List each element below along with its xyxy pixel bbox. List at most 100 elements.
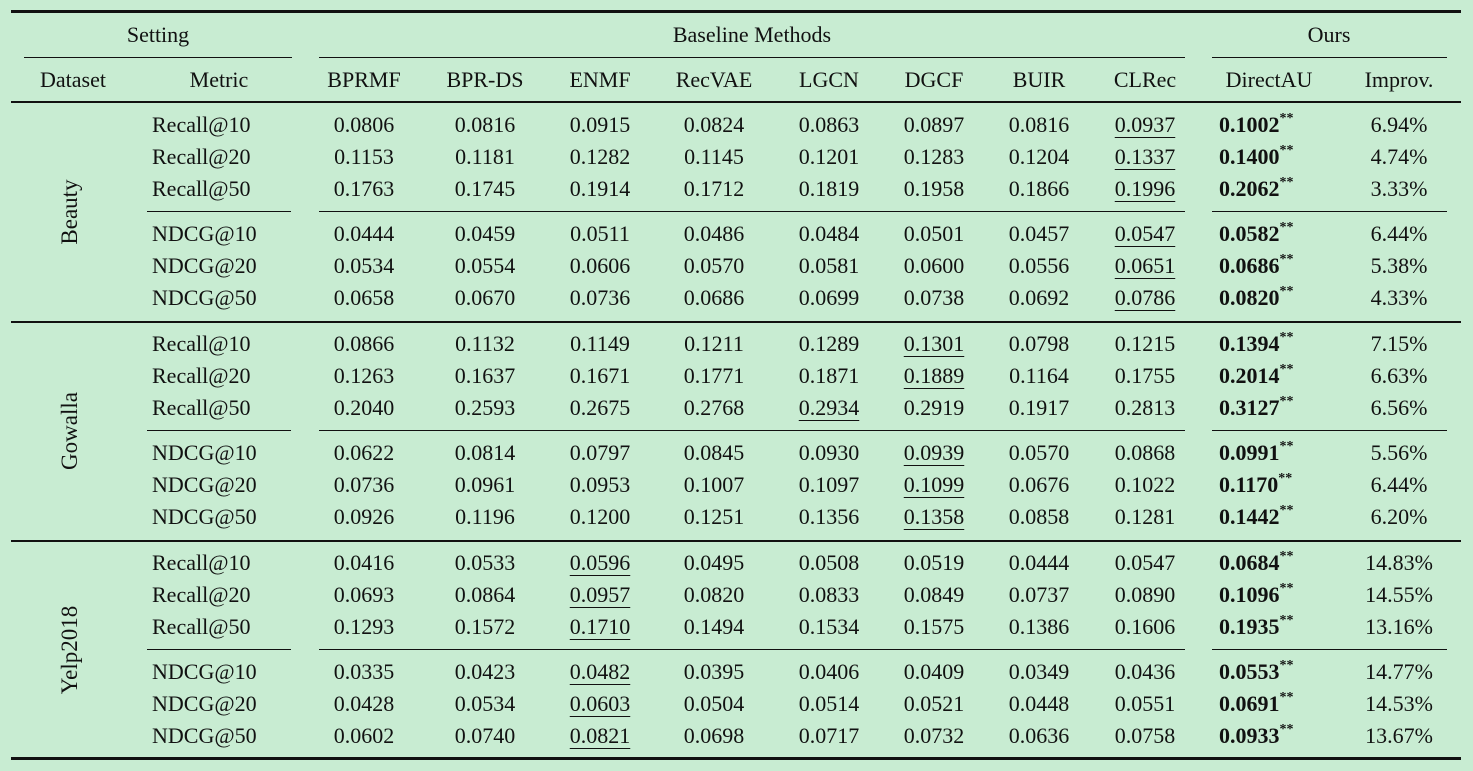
value-clrec: 0.1337 xyxy=(1114,144,1176,169)
metric-label: NDCG@50 xyxy=(152,285,257,310)
value-recvae: 0.1251 xyxy=(683,504,745,529)
value-enmf: 0.0482 xyxy=(569,659,631,684)
value-enmf: 0.1149 xyxy=(570,331,630,356)
metric-label: Recall@10 xyxy=(152,112,251,137)
directau-score: 0.3127 xyxy=(1219,395,1280,420)
value-buir: 0.0676 xyxy=(1008,472,1070,497)
col-metric-header: Metric xyxy=(189,67,249,92)
dataset-separator xyxy=(11,321,1461,323)
metric-label: NDCG@10 xyxy=(152,221,257,246)
metric-label: Recall@50 xyxy=(152,614,251,639)
metric-block-divider xyxy=(319,649,1185,650)
dataset-label: Gowalla xyxy=(57,391,82,470)
value-improvement: 5.38% xyxy=(1370,253,1428,278)
significance-mark: ** xyxy=(1279,329,1294,345)
metric-block-divider xyxy=(147,430,291,431)
value-buir: 0.0349 xyxy=(1008,659,1070,684)
significance-mark: ** xyxy=(1279,361,1294,377)
value-directau: 0.0820** xyxy=(1219,284,1294,311)
metric-label: NDCG@50 xyxy=(152,504,257,529)
directau-score: 0.1096 xyxy=(1219,582,1280,607)
value-dgcf: 0.0738 xyxy=(903,285,965,310)
col-header-directau: DirectAU xyxy=(1225,67,1313,92)
value-recvae: 0.1007 xyxy=(683,472,745,497)
metric-block-divider xyxy=(147,649,291,650)
metric-label: NDCG@10 xyxy=(152,440,257,465)
directau-score: 0.2062 xyxy=(1219,176,1280,201)
value-recvae: 0.1145 xyxy=(684,144,744,169)
value-enmf: 0.0603 xyxy=(569,691,631,716)
value-directau: 0.1002** xyxy=(1219,111,1294,138)
value-buir: 0.0556 xyxy=(1008,253,1070,278)
value-bprmf: 0.1293 xyxy=(333,614,395,639)
value-directau: 0.1096** xyxy=(1219,580,1294,608)
value-dgcf: 0.0897 xyxy=(903,112,965,137)
value-directau: 0.2014** xyxy=(1219,361,1294,389)
dataset-label: Beauty xyxy=(57,178,82,245)
significance-mark: ** xyxy=(1278,470,1293,486)
value-clrec: 0.0551 xyxy=(1114,691,1176,716)
metric-block-divider xyxy=(1212,430,1447,431)
value-enmf: 0.0797 xyxy=(569,440,631,465)
value-recvae: 0.0486 xyxy=(683,221,745,246)
value-clrec: 0.0547 xyxy=(1114,221,1176,246)
value-lgcn: 0.0699 xyxy=(798,285,860,310)
value-directau: 0.0686** xyxy=(1219,251,1294,279)
top-rule xyxy=(11,10,1461,13)
metric-label: Recall@10 xyxy=(152,550,251,575)
value-dgcf: 0.1575 xyxy=(903,614,965,639)
significance-mark: ** xyxy=(1279,548,1294,564)
value-lgcn: 0.0833 xyxy=(798,582,860,607)
significance-mark: ** xyxy=(1279,251,1294,267)
metric-label: Recall@50 xyxy=(152,395,251,420)
value-improvement: 6.94% xyxy=(1370,112,1428,137)
value-dgcf: 0.1301 xyxy=(903,331,965,356)
col-dataset-header: Dataset xyxy=(40,67,106,92)
directau-score: 0.1170 xyxy=(1219,472,1279,497)
metric-block-divider xyxy=(319,430,1185,431)
value-dgcf: 0.1889 xyxy=(903,363,965,388)
value-clrec: 0.1996 xyxy=(1114,176,1176,201)
col-header-lgcn: LGCN xyxy=(799,67,859,92)
value-buir: 0.0858 xyxy=(1008,504,1070,529)
value-enmf: 0.1200 xyxy=(569,504,631,529)
value-enmf: 0.0821 xyxy=(569,723,631,748)
value-directau: 0.0684** xyxy=(1219,548,1294,576)
value-buir: 0.0798 xyxy=(1008,331,1070,356)
directau-score: 0.1394 xyxy=(1219,331,1280,356)
value-bprmf: 0.2040 xyxy=(333,395,395,420)
metric-label: Recall@20 xyxy=(152,144,251,169)
value-dgcf: 0.0519 xyxy=(903,550,965,575)
metric-label: Recall@10 xyxy=(152,331,251,356)
value-recvae: 0.0845 xyxy=(683,440,745,465)
value-dgcf: 0.1358 xyxy=(903,504,965,529)
value-buir: 0.0692 xyxy=(1008,285,1070,310)
value-lgcn: 0.0406 xyxy=(798,659,860,684)
value-dgcf: 0.0501 xyxy=(903,221,965,246)
value-dgcf: 0.1099 xyxy=(903,472,965,497)
value-recvae: 0.0495 xyxy=(683,550,745,575)
value-improvement: 5.56% xyxy=(1370,440,1428,465)
value-buir: 0.0444 xyxy=(1008,550,1070,575)
value-clrec: 0.0651 xyxy=(1114,253,1176,278)
header-rule xyxy=(11,101,1461,103)
significance-mark: ** xyxy=(1279,174,1294,190)
value-recvae: 0.1712 xyxy=(683,176,745,201)
directau-score: 0.1400 xyxy=(1219,144,1280,169)
value-lgcn: 0.1534 xyxy=(798,614,860,639)
value-enmf: 0.0596 xyxy=(569,550,631,575)
value-enmf: 0.0511 xyxy=(570,221,630,246)
metric-block-divider xyxy=(1212,649,1447,650)
value-directau: 0.0933** xyxy=(1219,722,1294,749)
col-header-bprmf: BPRMF xyxy=(327,67,401,92)
value-directau: 0.0991** xyxy=(1219,439,1294,466)
value-enmf: 0.1710 xyxy=(569,614,631,639)
significance-mark: ** xyxy=(1279,580,1294,596)
value-buir: 0.1866 xyxy=(1008,176,1070,201)
directau-score: 0.0933 xyxy=(1219,723,1280,748)
value-dgcf: 0.0600 xyxy=(903,253,965,278)
value-bpr-ds: 0.0459 xyxy=(454,221,516,246)
value-improvement: 6.63% xyxy=(1370,363,1428,388)
directau-score: 0.2014 xyxy=(1219,363,1280,388)
value-buir: 0.1164 xyxy=(1009,363,1069,388)
